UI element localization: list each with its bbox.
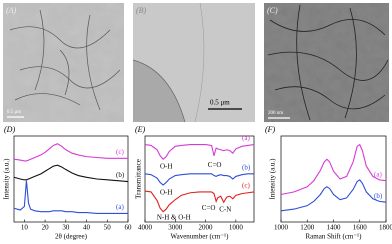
x-tick-label: 4000 xyxy=(138,224,153,232)
x-tick-label: 1000 xyxy=(274,224,289,232)
scale-bar-label: 0.5 μm xyxy=(210,99,230,107)
series-label: (a) xyxy=(374,170,382,178)
tem-image-a: (A) 0.5 μm xyxy=(3,3,124,122)
series-line xyxy=(13,164,129,183)
series-line xyxy=(144,173,254,186)
tem-image-b: (B) 0.5 μm xyxy=(132,2,255,123)
x-tick-label: 1400 xyxy=(327,224,342,232)
plot-frame xyxy=(144,135,255,223)
x-tick-label: 10 xyxy=(21,224,29,232)
x-tick-label: 50 xyxy=(104,224,112,232)
series-line xyxy=(13,180,128,214)
x-tick-label: 2000 xyxy=(199,224,214,232)
x-tick-label: 1600 xyxy=(353,224,368,232)
series-label: (a) xyxy=(116,203,124,211)
annotation: C=O xyxy=(202,204,216,212)
chart-title: (F) xyxy=(265,125,276,134)
series-line xyxy=(144,144,255,160)
series-line xyxy=(280,179,387,212)
annotation: C=O xyxy=(208,161,222,169)
series-label: (c) xyxy=(116,148,124,156)
annotation: O-H xyxy=(160,188,172,196)
x-tick-label: 1200 xyxy=(300,224,315,232)
series-label: (c) xyxy=(242,182,250,190)
chart-title: (D) xyxy=(4,125,15,134)
x-tick-label: 20 xyxy=(42,224,50,232)
annotation: C-N xyxy=(219,206,231,214)
scale-bar-label: 0.5 μm xyxy=(7,110,21,115)
panel-label: (B) xyxy=(136,6,147,15)
series-label: (b) xyxy=(116,171,125,179)
x-tick-label: 3000 xyxy=(168,224,183,232)
y-axis-label: Intensity (a.u.) xyxy=(269,158,277,200)
x-tick-label: 30 xyxy=(62,224,70,232)
annotation: N-H & O-H xyxy=(157,213,191,221)
x-tick-label: 40 xyxy=(83,224,91,232)
series-label: (a) xyxy=(242,134,250,142)
panel-label: (C) xyxy=(267,6,278,15)
chart-title: (E) xyxy=(135,125,146,134)
x-axis-label: 2θ (degree) xyxy=(55,233,88,241)
y-axis-label: Transmittance xyxy=(135,159,143,199)
annotation: O-H xyxy=(160,163,172,171)
x-tick-label: 1000 xyxy=(229,224,244,232)
plot-frame xyxy=(13,135,129,223)
series-line xyxy=(144,190,255,213)
panel-label: (A) xyxy=(6,6,17,15)
x-tick-label: 1800 xyxy=(379,224,392,232)
series-label: (b) xyxy=(374,192,383,200)
series-label: (b) xyxy=(242,163,251,171)
scale-bar-label: 200 nm xyxy=(268,111,283,116)
plot-frame xyxy=(280,135,387,223)
tem-image-c: (C) 200 nm xyxy=(264,3,389,122)
series-line xyxy=(280,143,387,196)
y-axis-label: Intensity (a.u.) xyxy=(3,158,11,200)
x-axis-label: Wavenumber (cm⁻¹) xyxy=(171,233,230,241)
x-axis-label: Raman Shift (cm⁻¹) xyxy=(306,233,363,241)
x-tick-label: 60 xyxy=(125,224,133,232)
series-line xyxy=(13,143,128,162)
